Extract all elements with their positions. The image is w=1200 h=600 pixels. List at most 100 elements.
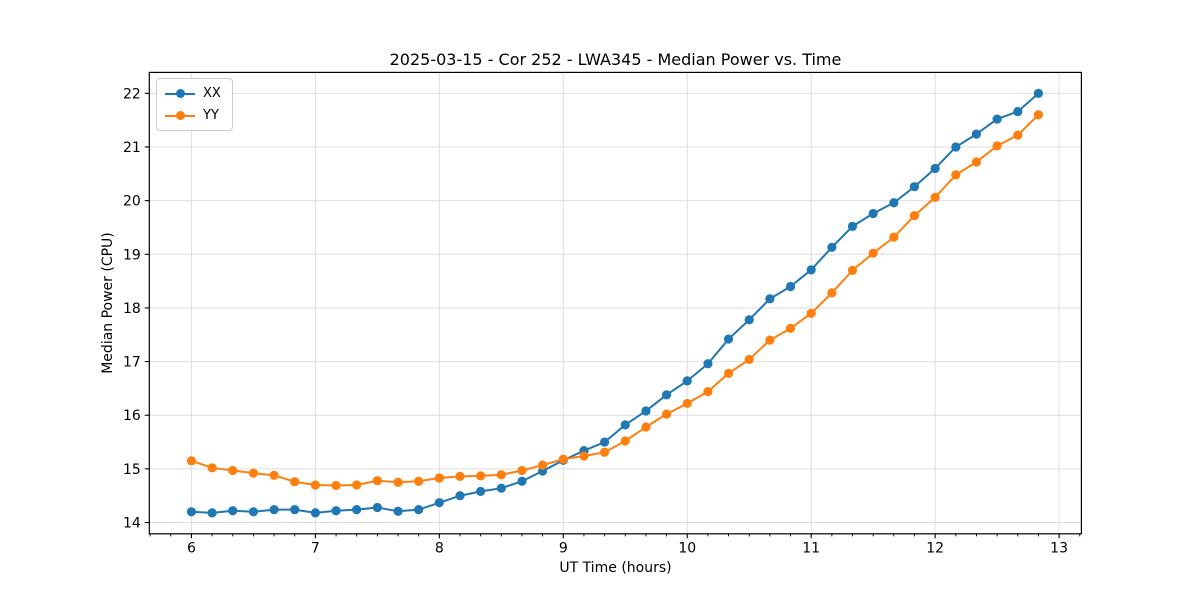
data-point-marker-yy <box>476 471 486 481</box>
data-point-marker-yy <box>248 468 259 478</box>
data-point-marker-yy <box>641 422 651 432</box>
data-point-marker-yy <box>579 451 589 461</box>
data-point-marker-xx <box>765 294 775 304</box>
data-point-marker-xx <box>682 376 692 386</box>
data-point-marker-yy <box>847 265 858 275</box>
data-point-marker-xx <box>951 142 961 152</box>
data-point-marker-yy <box>558 454 568 464</box>
data-point-marker-yy <box>723 368 734 378</box>
data-point-marker-xx <box>414 505 424 515</box>
data-point-marker-xx <box>847 221 858 231</box>
data-point-marker-xx <box>186 507 197 517</box>
data-point-marker-yy <box>765 335 775 345</box>
data-point-marker-yy <box>744 354 754 365</box>
legend-label-yy: YY <box>203 108 219 123</box>
data-point-marker-yy <box>1033 110 1043 120</box>
data-point-marker-yy <box>517 465 527 476</box>
x-tick-label: 13 <box>1050 540 1068 556</box>
data-point-marker-xx <box>620 420 630 430</box>
y-tick-label: 16 <box>123 408 141 424</box>
data-point-marker-yy <box>599 447 610 457</box>
data-point-marker-xx <box>207 508 217 518</box>
data-point-marker-xx <box>352 505 362 515</box>
legend: XX YY <box>156 78 233 131</box>
y-tick-label: 14 <box>123 516 141 532</box>
y-tick-label: 15 <box>123 462 141 478</box>
data-point-marker-yy <box>496 470 506 480</box>
chart-title: 2025-03-15 - Cor 252 - LWA345 - Median P… <box>389 50 842 69</box>
data-point-marker-yy <box>207 463 217 473</box>
x-axis-label: UT Time (hours) <box>559 560 672 576</box>
data-point-marker-yy <box>455 471 465 481</box>
data-point-marker-xx <box>971 129 982 139</box>
data-point-marker-yy <box>827 288 837 298</box>
x-tick-label: 11 <box>802 540 820 556</box>
data-point-marker-xx <box>228 506 238 516</box>
data-point-marker-yy <box>620 436 630 446</box>
x-tick-label: 6 <box>187 540 196 556</box>
data-point-marker-xx <box>517 476 527 486</box>
y-tick-label: 19 <box>123 247 141 263</box>
data-point-marker-yy <box>682 398 692 409</box>
y-tick-label: 22 <box>123 86 141 102</box>
x-tick-label: 7 <box>311 540 320 556</box>
x-tick-label: 10 <box>678 540 696 556</box>
data-point-marker-yy <box>269 470 279 480</box>
data-point-marker-yy <box>331 480 341 491</box>
data-point-marker-xx <box>723 334 734 344</box>
data-point-marker-yy <box>868 248 878 258</box>
data-point-marker-xx <box>930 163 940 174</box>
y-axis-label-text: Median Power (CPU) <box>100 232 116 374</box>
data-point-marker-xx <box>599 437 610 447</box>
data-point-marker-xx <box>661 390 672 400</box>
axes-spines <box>148 71 1082 535</box>
data-point-marker-yy <box>352 480 362 490</box>
data-point-marker-yy <box>971 157 982 167</box>
data-point-marker-xx <box>868 208 878 219</box>
data-point-marker-yy <box>434 473 444 483</box>
data-point-marker-xx <box>310 508 320 518</box>
data-point-marker-xx <box>496 483 506 493</box>
data-point-marker-yy <box>290 477 300 487</box>
data-point-marker-xx <box>785 281 796 292</box>
data-point-marker-xx <box>992 114 1002 124</box>
y-tick-label: 17 <box>123 355 141 371</box>
data-point-marker-yy <box>186 456 197 466</box>
data-point-marker-yy <box>372 476 382 486</box>
x-tick-label: 8 <box>435 540 444 556</box>
data-point-marker-xx <box>331 506 341 516</box>
x-tick-label: 12 <box>926 540 944 556</box>
data-point-marker-xx <box>372 502 382 513</box>
legend-entry-xx: XX <box>165 84 221 103</box>
data-point-marker-yy <box>992 141 1002 151</box>
data-point-marker-xx <box>703 359 713 369</box>
data-point-marker-yy <box>1013 130 1023 140</box>
data-point-marker-xx <box>909 182 920 192</box>
data-point-marker-xx <box>434 498 444 508</box>
data-point-marker-xx <box>269 505 279 515</box>
data-point-marker-yy <box>310 480 320 490</box>
data-point-marker-yy <box>661 409 672 419</box>
series-line-yy <box>191 114 1040 487</box>
y-tick-label: 21 <box>123 140 141 156</box>
data-point-marker-yy <box>889 232 899 242</box>
data-point-marker-xx <box>641 406 651 416</box>
data-point-marker-xx <box>1013 106 1023 117</box>
x-tick-label: 9 <box>559 540 568 556</box>
data-point-marker-xx <box>455 491 465 501</box>
data-point-marker-xx <box>744 315 754 325</box>
data-point-marker-xx <box>290 505 300 515</box>
data-point-marker-xx <box>393 506 403 516</box>
data-point-marker-xx <box>827 242 837 252</box>
y-tick-label: 18 <box>123 301 141 317</box>
data-point-marker-xx <box>476 486 486 497</box>
data-point-marker-yy <box>930 192 940 203</box>
series-line-xx <box>191 92 1040 514</box>
legend-label-xx: XX <box>203 86 221 101</box>
data-point-marker-yy <box>537 460 548 470</box>
data-point-marker-yy <box>228 465 238 476</box>
data-point-marker-yy <box>703 387 713 397</box>
legend-line-marker-icon <box>165 84 195 103</box>
data-point-marker-xx <box>889 198 899 208</box>
